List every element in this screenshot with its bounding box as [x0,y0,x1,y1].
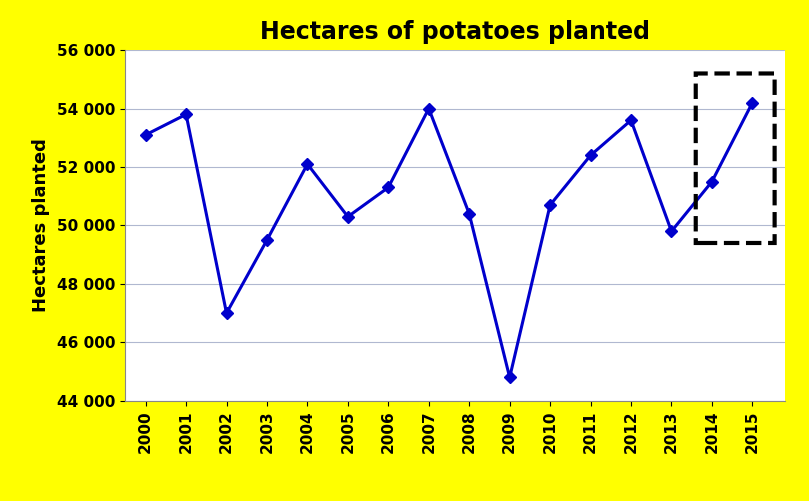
Title: Hectares of potatoes planted: Hectares of potatoes planted [260,20,650,44]
Y-axis label: Hectares planted: Hectares planted [32,138,50,313]
